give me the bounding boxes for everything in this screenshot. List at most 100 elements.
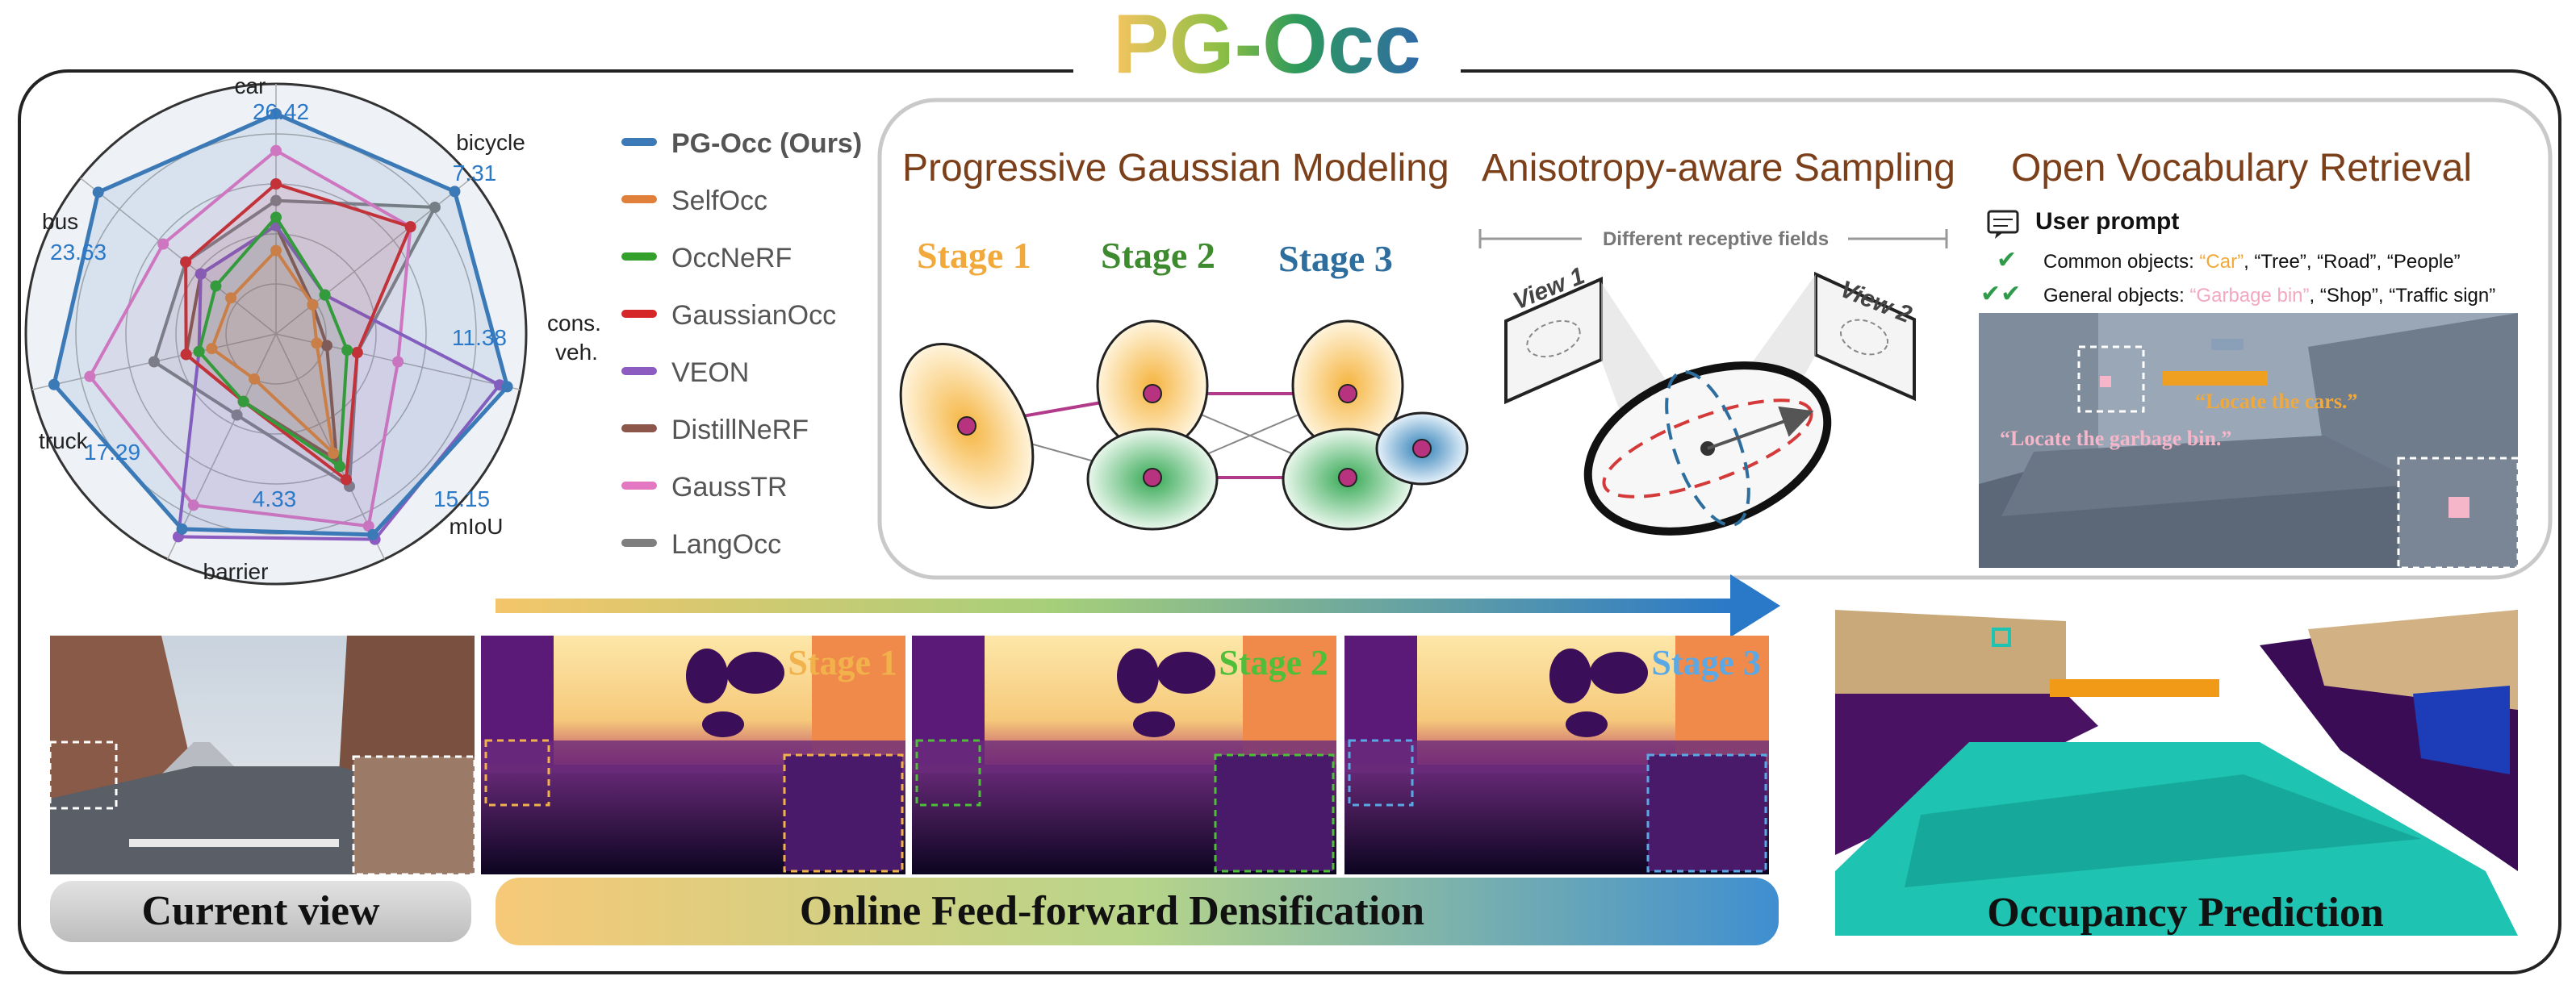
densification-label: Online Feed-forward Densification <box>800 888 1424 934</box>
radar-point <box>429 201 441 213</box>
legend-label: DistillNeRF <box>671 415 809 445</box>
radar-point <box>270 244 282 257</box>
gaussian-center <box>1143 384 1162 403</box>
legend-label: OccNeRF <box>671 243 792 273</box>
radar-series-langocc <box>152 198 438 490</box>
general-label: General objects: <box>2043 285 2189 307</box>
depth-map-row: Stage 1 Stage 2 Stage 3 <box>481 636 1769 874</box>
locate-cars-text: “Locate the cars.” <box>2195 390 2357 413</box>
legend-swatch <box>621 482 657 490</box>
current-view-image <box>48 636 476 876</box>
radar-axis-label: car <box>235 73 266 98</box>
radar-point <box>92 186 104 198</box>
legend-label: SelfOcc <box>671 186 767 216</box>
anisotropy-title: Anisotropy-aware Sampling <box>1482 147 1955 190</box>
anisotropy-panel: Anisotropy-aware Sampling Different rece… <box>1478 147 1955 536</box>
general-highlight: “Garbage bin” <box>2189 285 2309 307</box>
radar-point <box>48 378 60 390</box>
stage3-label: Stage 3 <box>1278 238 1393 279</box>
radar-point <box>334 461 346 473</box>
receptive-fields-label: Different receptive fields <box>1603 228 1829 250</box>
gaussian-center <box>1338 384 1357 403</box>
radar-legend: PG-Occ (Ours) SelfOcc OccNeRF GaussianOcc VE… <box>621 128 862 560</box>
radar-point <box>311 337 323 349</box>
legend-swatch <box>621 424 657 432</box>
radar-value-label: 4.33 <box>253 486 297 511</box>
common-highlight: “Car” <box>2199 251 2244 273</box>
radar-series-occnerf <box>197 214 349 469</box>
depth-stage-label: Stage 2 <box>1219 643 1328 682</box>
radar-series-pg-occ-ours- <box>52 111 510 537</box>
occupancy-label: Occupancy Prediction <box>1987 890 2384 936</box>
radar-value-label: 26.42 <box>253 99 309 124</box>
radar-value-label: 15.15 <box>433 486 490 511</box>
radar-point <box>351 346 363 358</box>
general-objects-line: General objects: “Garbage bin”, “Shop”, … <box>2043 285 2495 307</box>
radar-point <box>341 344 353 357</box>
current-view-bar <box>50 881 471 942</box>
radar-point <box>270 144 282 156</box>
depth-stage-label: Stage 1 <box>788 643 897 682</box>
radar-series-group <box>48 107 513 545</box>
legend-label: VEON <box>671 357 749 388</box>
title-part-occ: Occ <box>1262 0 1421 91</box>
radar-point <box>270 107 282 119</box>
view1-footprint <box>1526 319 1581 358</box>
legend-swatch <box>621 252 657 261</box>
locate-bin-text: “Locate the garbage bin.” <box>2000 427 2231 450</box>
progress-arrow-shaft <box>496 599 1738 613</box>
radar-value-label: 7.31 <box>453 161 497 186</box>
radar-point <box>249 373 261 385</box>
radar-value-label: 17.29 <box>84 440 140 465</box>
radar-spoke <box>80 177 277 335</box>
open-vocab-panel: Open Vocabulary Retrieval User prompt ✔ … <box>1979 147 2520 569</box>
radar-point <box>210 280 222 292</box>
radar-point <box>193 345 205 357</box>
radar-point <box>176 523 188 535</box>
radar-value-label: 11.38 <box>452 325 507 350</box>
axis-arrow <box>1707 406 1814 450</box>
radar-value-label: 23.63 <box>50 240 107 265</box>
depth-stage-label: Stage 3 <box>1651 643 1761 682</box>
radar-point <box>449 186 461 198</box>
legend-swatch <box>621 367 657 375</box>
gaussian-center <box>1143 468 1162 487</box>
legend-swatch <box>621 195 657 203</box>
radar-point <box>148 356 160 368</box>
radar-point <box>270 178 282 190</box>
radar-axis-label: bicycle <box>456 130 525 155</box>
double-check-icon: ✔✔ <box>1980 281 2021 307</box>
radar-axis-label: mIoU <box>450 514 504 539</box>
progress-arrow-head <box>1730 574 1780 637</box>
gaussian-center <box>1412 439 1432 458</box>
progressive-title: Progressive Gaussian Modeling <box>902 147 1449 190</box>
radar-point <box>157 238 169 250</box>
radar-point <box>392 356 404 368</box>
radar-point <box>270 194 282 206</box>
radar-axis-label: truck <box>39 428 89 453</box>
radar-point <box>180 348 192 361</box>
radar-axis-label: cons. <box>547 311 601 336</box>
common-objects-line: Common objects: “Car”, “Tree”, “Road”, “… <box>2043 251 2461 273</box>
view2-footprint <box>1839 319 1889 356</box>
title-part-dash: - <box>1235 0 1263 91</box>
legend-label: PG-Occ (Ours) <box>671 128 862 159</box>
legend-swatch <box>621 138 657 146</box>
openvocab-title: Open Vocabulary Retrieval <box>2011 147 2472 190</box>
radar-point <box>194 268 207 280</box>
title-part-pg: PG <box>1113 0 1234 91</box>
occupancy-scene <box>1835 610 2518 936</box>
legend-label: LangOcc <box>671 529 781 560</box>
common-rest: , “Tree”, “Road”, “People” <box>2244 251 2461 273</box>
radar-point <box>237 395 249 407</box>
gaussian-center <box>957 416 976 436</box>
radar-point <box>362 520 374 532</box>
legend-swatch <box>621 310 657 318</box>
user-prompt-label: User prompt <box>2035 208 2179 235</box>
progressive-gaussian-panel: Progressive Gaussian Modeling Stage 1 St… <box>899 147 1469 531</box>
retrieval-scene <box>1979 313 2520 569</box>
general-rest: , “Shop”, “Traffic sign” <box>2310 285 2496 307</box>
